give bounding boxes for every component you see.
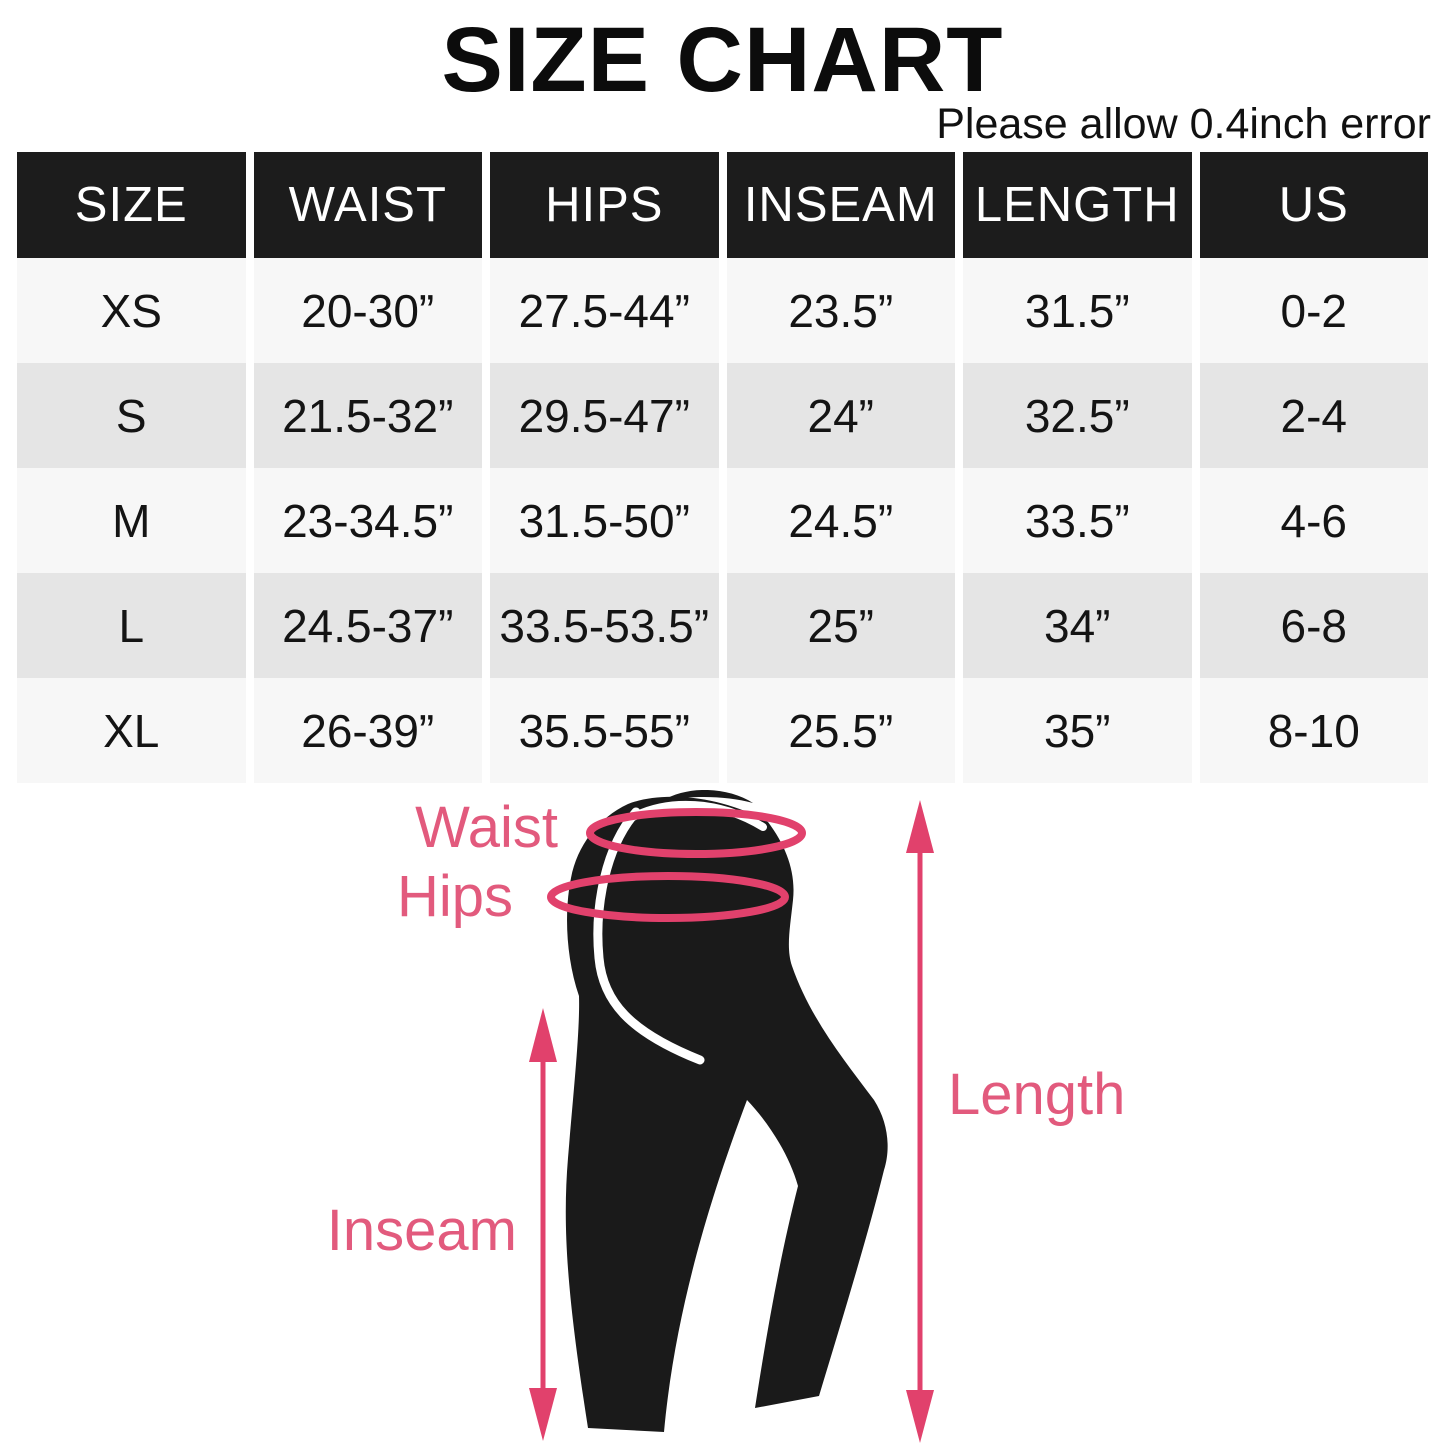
size-chart-table: SIZE WAIST HIPS INSEAM LENGTH US XS 20-3… [17,152,1428,783]
table-cell: 34” [963,573,1192,678]
column-header-size: SIZE [17,152,246,258]
table-cell: 33.5” [963,468,1192,573]
table-cell: M [17,468,246,573]
length-label: Length [948,1062,1126,1127]
table-cell: 24” [726,363,955,468]
table-cell: 35” [963,678,1192,783]
length-arrow [906,800,934,1443]
table-cell: 31.5-50” [490,468,719,573]
measurement-diagram [529,790,934,1443]
column-header-waist: WAIST [253,152,482,258]
table-cell: 20-30” [253,258,482,363]
inseam-arrow [529,1008,557,1441]
table-cell: 29.5-47” [490,363,719,468]
table-cell: 35.5-55” [490,678,719,783]
table-cell: 8-10 [1199,678,1428,783]
column-header-hips: HIPS [490,152,719,258]
table-cell: 6-8 [1199,573,1428,678]
waistband-top [662,790,753,803]
table-cell: 25” [726,573,955,678]
column-header-length: LENGTH [963,152,1192,258]
waist-measure-ellipse [586,808,806,858]
inseam-label: Inseam [326,1198,517,1263]
column-header-inseam: INSEAM [726,152,955,258]
table-cell: 26-39” [253,678,482,783]
column-header-us: US [1199,152,1428,258]
page-title: SIZE CHART [441,9,1004,111]
table-cell: XL [17,678,246,783]
table-cell: XS [17,258,246,363]
table-cell: 2-4 [1199,363,1428,468]
hips-label: Hips [396,864,513,929]
table-cell: 0-2 [1199,258,1428,363]
table-cell: 23-34.5” [253,468,482,573]
table-cell: L [17,573,246,678]
table-cell: 21.5-32” [253,363,482,468]
table-cell: 31.5” [963,258,1192,363]
table-cell: 32.5” [963,363,1192,468]
tolerance-note: Please allow 0.4inch error [936,100,1431,148]
table-cell: 33.5-53.5” [490,573,719,678]
leggings-silhouette [565,796,888,1432]
table-cell: S [17,363,246,468]
table-cell: 24.5” [726,468,955,573]
table-cell: 25.5” [726,678,955,783]
hips-measure-ellipse [547,872,789,922]
table-cell: 24.5-37” [253,573,482,678]
table-cell: 23.5” [726,258,955,363]
waist-label: Waist [415,795,558,860]
table-cell: 27.5-44” [490,258,719,363]
table-cell: 4-6 [1199,468,1428,573]
